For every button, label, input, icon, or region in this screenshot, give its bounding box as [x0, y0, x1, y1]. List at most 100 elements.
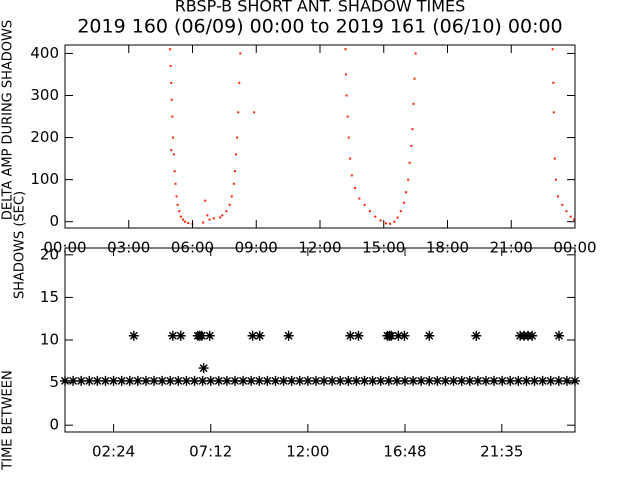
point — [187, 221, 190, 224]
point — [84, 375, 95, 386]
point — [552, 111, 555, 114]
point — [173, 170, 176, 173]
point — [410, 144, 413, 147]
point — [198, 363, 209, 374]
point — [234, 170, 236, 173]
point — [345, 330, 356, 341]
x-tick-label: 12:00 — [286, 443, 329, 461]
point — [196, 330, 207, 341]
y-axis-label: SHADOWS (SEC) — [13, 191, 28, 299]
point — [171, 115, 174, 118]
point — [157, 375, 168, 386]
point — [189, 375, 200, 386]
point — [124, 375, 135, 386]
point — [181, 218, 184, 221]
point — [386, 330, 397, 341]
x-tick-label: 02:24 — [92, 443, 135, 461]
point — [480, 375, 491, 386]
point — [405, 191, 408, 194]
point — [230, 195, 233, 198]
point — [565, 210, 568, 213]
point — [92, 375, 103, 386]
x-tick-label: 21:35 — [480, 443, 523, 461]
point — [393, 330, 404, 341]
point — [391, 375, 402, 386]
point — [149, 375, 160, 386]
point — [396, 216, 399, 219]
point — [171, 136, 174, 139]
point — [402, 201, 405, 204]
point — [521, 375, 532, 386]
plot-frame — [64, 247, 576, 433]
point — [561, 375, 572, 386]
point — [363, 203, 366, 206]
point — [213, 375, 224, 386]
point — [202, 221, 205, 224]
point — [100, 375, 111, 386]
point — [335, 375, 346, 386]
point — [354, 187, 357, 190]
point — [235, 153, 238, 156]
point — [173, 375, 184, 386]
point — [170, 81, 173, 84]
point — [393, 220, 396, 223]
point — [128, 330, 139, 341]
point — [262, 375, 273, 386]
point — [175, 195, 178, 198]
point — [253, 111, 256, 114]
y-tick-label: 100 — [30, 170, 59, 188]
point — [553, 157, 556, 160]
point — [283, 330, 294, 341]
x-tick-label: 07:12 — [189, 443, 232, 461]
point — [228, 203, 231, 206]
point — [374, 215, 377, 218]
point — [344, 48, 347, 51]
point — [178, 210, 181, 213]
point — [176, 203, 179, 206]
point — [246, 375, 257, 386]
point — [294, 375, 305, 386]
point — [424, 330, 435, 341]
point — [327, 375, 338, 386]
point — [561, 203, 564, 206]
point — [116, 375, 127, 386]
point — [254, 375, 265, 386]
point — [237, 111, 240, 114]
point — [383, 375, 394, 386]
point — [379, 219, 382, 222]
point — [208, 218, 211, 221]
point — [472, 375, 483, 386]
point — [400, 375, 410, 386]
point — [375, 375, 386, 386]
point — [167, 330, 178, 341]
point — [169, 48, 172, 51]
y-tick-label: 5 — [49, 373, 59, 391]
point — [529, 375, 540, 386]
point — [170, 149, 173, 152]
point — [353, 330, 364, 341]
point — [527, 330, 538, 341]
point — [174, 182, 177, 185]
point — [513, 375, 524, 386]
point — [505, 375, 516, 386]
point — [278, 375, 289, 386]
point — [302, 375, 313, 386]
y-tick-label: 0 — [49, 212, 59, 230]
point — [489, 375, 500, 386]
point — [184, 220, 187, 223]
point — [359, 375, 370, 386]
point — [367, 375, 378, 386]
point — [221, 375, 232, 386]
point — [557, 195, 559, 198]
point — [554, 178, 557, 181]
y-tick-label: 15 — [40, 288, 59, 306]
point — [497, 375, 508, 386]
point — [170, 98, 173, 101]
point — [343, 375, 354, 386]
point — [221, 214, 224, 217]
point — [175, 330, 186, 341]
point — [413, 77, 416, 80]
point — [172, 153, 175, 156]
point — [424, 375, 435, 386]
point — [179, 215, 182, 218]
